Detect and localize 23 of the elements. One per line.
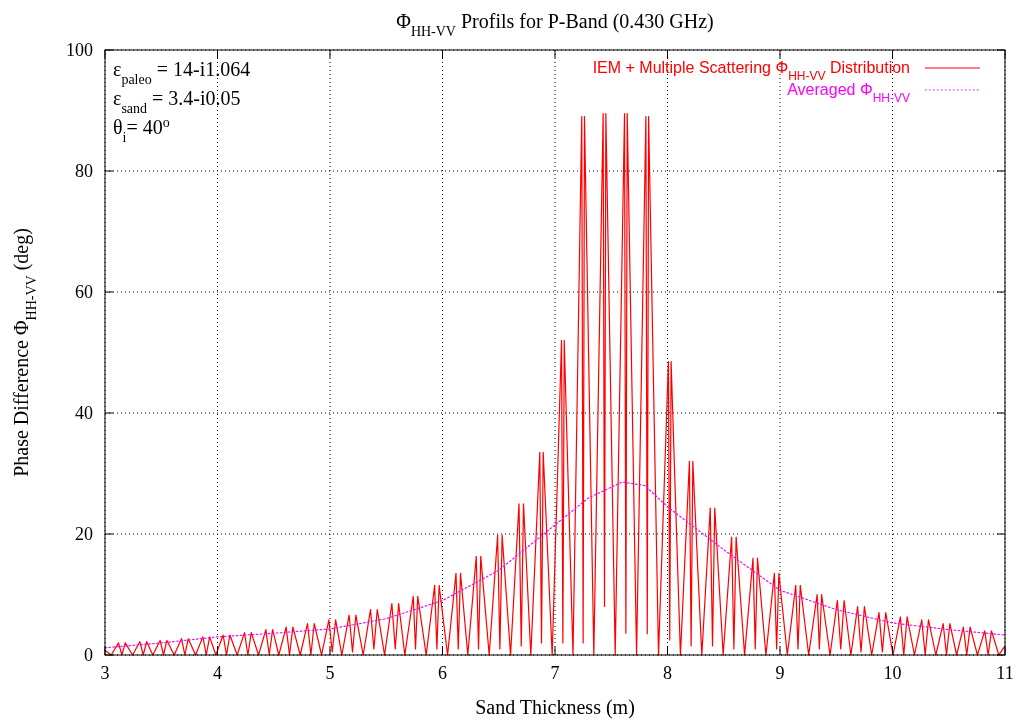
x-tick-label: 5	[325, 663, 335, 683]
y-tick-label: 0	[84, 645, 93, 665]
chart-title: Φ$_{HH-VV}$ Profils for P-Band (0.430 GHz)	[396, 10, 714, 39]
x-tick-label: 10	[883, 663, 902, 683]
y-tick-label: 40	[75, 403, 93, 423]
legend-label: IEM + Multiple Scattering Φ$_{HH-VV}$ Distribution	[592, 59, 910, 83]
y-tick-label: 80	[75, 161, 93, 181]
x-tick-label: 6	[438, 663, 447, 683]
y-tick-label: 60	[75, 282, 93, 302]
annotation: θ$_{i}$= 40$^{o}$	[113, 114, 170, 145]
line-series	[104, 481, 1006, 649]
x-tick-label: 11	[996, 663, 1014, 683]
annotation: ε$_{sand}$ = 3.4-i0.05	[113, 87, 241, 116]
x-tick-label: 9	[775, 663, 785, 683]
x-tick-label: 8	[663, 663, 672, 683]
x-tick-label: 3	[100, 663, 110, 683]
y-tick-label: 100	[66, 40, 93, 60]
y-tick-label: 20	[75, 524, 93, 544]
x-axis-title: Sand Thickness (m)	[475, 696, 635, 719]
x-tick-label: 4	[213, 663, 222, 683]
x-tick-label: 7	[550, 663, 560, 683]
annotation: ε$_{paleo}$ = 14-i1.064	[113, 58, 251, 87]
legend-label: Averaged Φ$_{HH-VV}$	[787, 81, 910, 105]
